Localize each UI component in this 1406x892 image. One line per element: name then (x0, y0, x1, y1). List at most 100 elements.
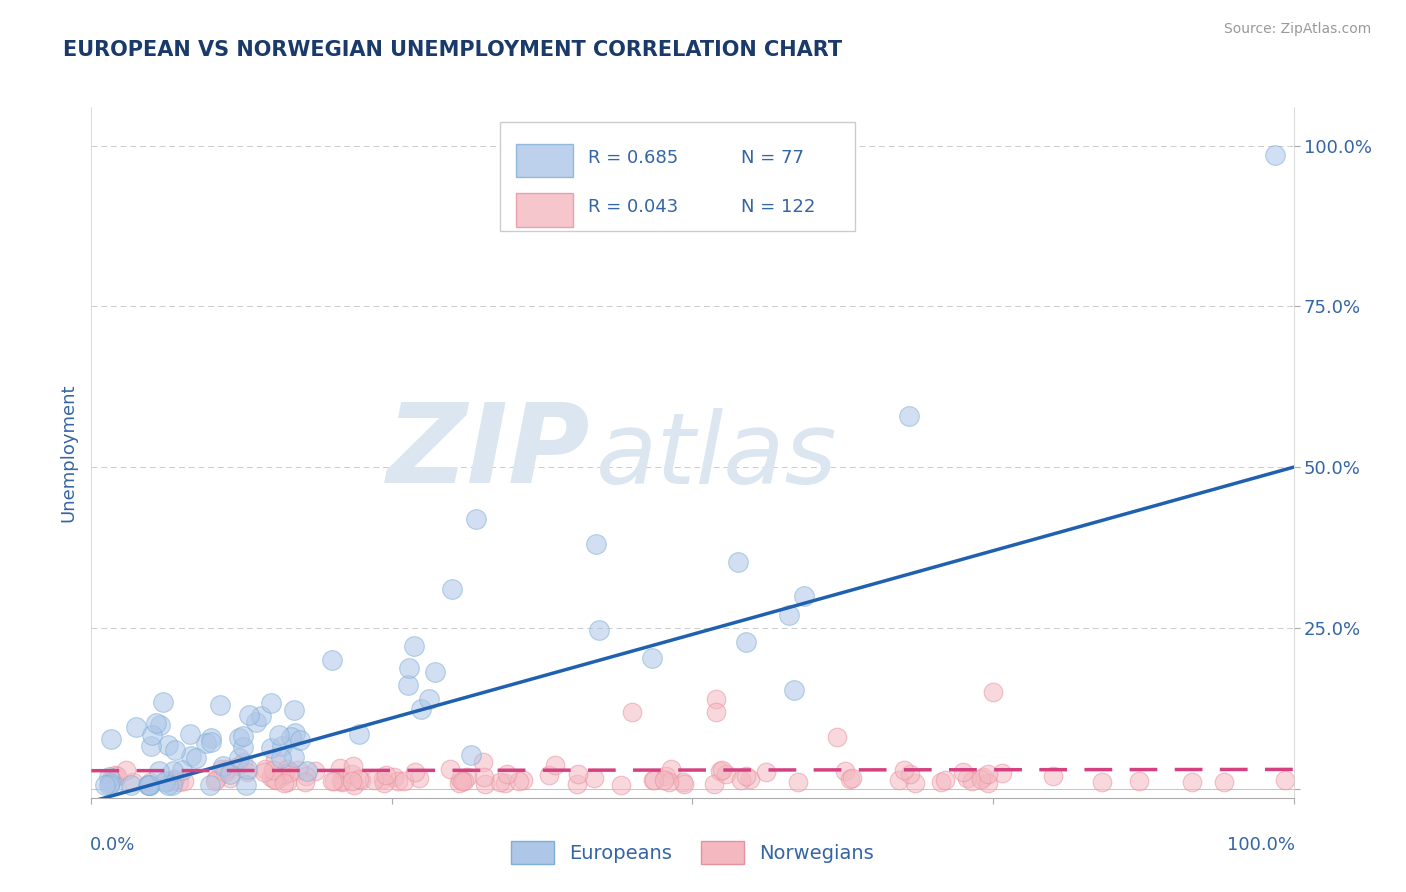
Point (294, 769, 316, 783)
Point (278, 765, 301, 780)
Point (104, 768, 127, 782)
Point (643, 772, 665, 787)
Point (269, 728, 291, 742)
Point (218, 771, 240, 785)
Point (1264, 148, 1286, 162)
Point (186, 751, 208, 765)
Text: 0.0%: 0.0% (90, 837, 135, 855)
Point (273, 775, 295, 789)
Point (288, 733, 311, 747)
Point (245, 714, 267, 729)
Point (101, 779, 124, 793)
Point (621, 705, 644, 719)
Point (371, 772, 394, 787)
Point (976, 776, 998, 790)
Point (834, 764, 856, 779)
Point (100, 732, 122, 747)
Point (904, 776, 927, 790)
Point (125, 720, 148, 734)
Point (236, 764, 259, 779)
Point (508, 774, 530, 789)
Text: EUROPEAN VS NORWEGIAN UNEMPLOYMENT CORRELATION CHART: EUROPEAN VS NORWEGIAN UNEMPLOYMENT CORRE… (63, 40, 842, 60)
Point (340, 773, 363, 788)
Point (738, 772, 761, 786)
Point (271, 769, 294, 783)
Point (100, 772, 122, 786)
Point (392, 774, 415, 789)
Point (122, 775, 145, 789)
Point (494, 776, 516, 790)
Point (170, 763, 193, 777)
Point (138, 779, 160, 793)
Point (652, 773, 675, 788)
Point (706, 691, 728, 706)
Point (711, 763, 734, 777)
Point (294, 775, 316, 789)
Point (778, 608, 800, 623)
Point (787, 775, 810, 789)
Point (404, 765, 426, 780)
Point (94, 779, 117, 793)
Text: N = 122: N = 122 (741, 198, 815, 216)
Text: atlas: atlas (596, 408, 838, 505)
Point (706, 705, 728, 719)
Point (228, 731, 250, 746)
Point (396, 678, 419, 692)
Point (304, 764, 326, 779)
Point (893, 763, 915, 777)
Point (163, 742, 186, 756)
Point (179, 727, 201, 741)
Point (263, 753, 285, 767)
Point (474, 777, 496, 791)
Point (156, 739, 179, 753)
Point (260, 696, 283, 710)
Point (136, 779, 159, 793)
Point (976, 767, 998, 781)
Point (825, 731, 848, 745)
Point (254, 762, 277, 776)
Point (342, 759, 364, 773)
Point (163, 773, 186, 788)
Point (153, 775, 176, 789)
Point (152, 695, 174, 709)
Point (209, 762, 232, 776)
Point (970, 772, 993, 786)
Point (898, 767, 921, 781)
FancyBboxPatch shape (501, 122, 855, 232)
Point (659, 762, 682, 776)
Point (952, 765, 974, 780)
Point (583, 771, 606, 785)
Text: R = 0.685: R = 0.685 (588, 148, 678, 167)
Point (263, 772, 285, 787)
Point (782, 682, 804, 697)
Point (588, 623, 610, 637)
Point (735, 769, 758, 783)
Point (440, 582, 463, 597)
Point (180, 749, 202, 764)
Point (167, 775, 190, 789)
Point (495, 766, 517, 780)
Point (138, 779, 160, 793)
Point (567, 767, 589, 781)
Point (350, 773, 373, 788)
Point (839, 772, 862, 786)
Point (295, 764, 318, 779)
Point (200, 731, 222, 746)
Point (673, 777, 696, 791)
Point (329, 761, 352, 775)
Point (212, 758, 235, 772)
Point (1128, 774, 1150, 789)
Point (447, 775, 470, 789)
Point (228, 751, 250, 765)
Point (955, 771, 977, 785)
Point (214, 765, 236, 780)
Point (148, 764, 170, 779)
Point (1091, 775, 1114, 789)
Point (232, 740, 254, 755)
Point (253, 764, 276, 779)
Point (250, 708, 273, 723)
Point (538, 768, 561, 782)
Point (1042, 768, 1064, 782)
Point (238, 708, 260, 723)
Point (972, 770, 994, 784)
